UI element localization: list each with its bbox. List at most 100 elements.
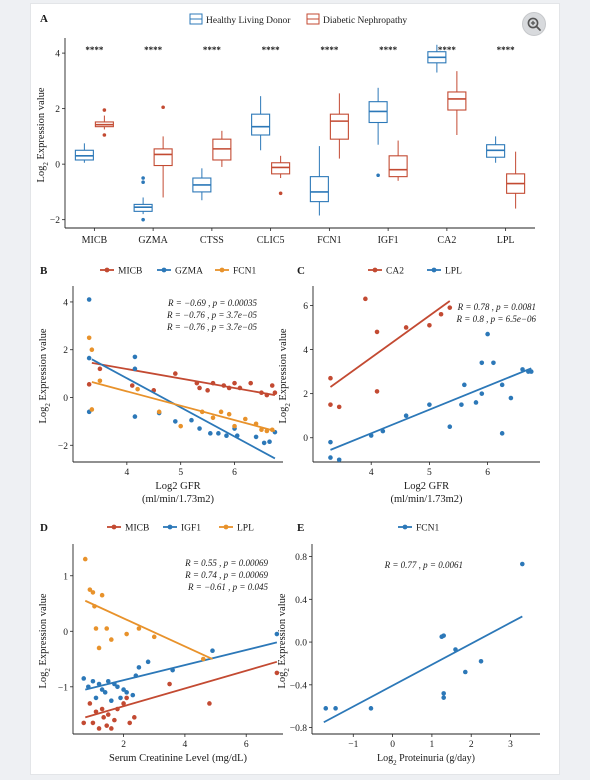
outlier-point	[278, 191, 283, 196]
series-fcn1	[323, 561, 525, 724]
data-point	[441, 691, 446, 696]
y-axis-label-main: Log	[38, 671, 49, 689]
data-point	[118, 695, 123, 701]
data-point	[374, 329, 380, 335]
y-axis-label-sub: 2	[284, 403, 292, 407]
box-healthy-living-donor	[251, 96, 271, 151]
legend-item: FCN1	[215, 267, 256, 277]
data-point	[210, 648, 215, 654]
data-point	[129, 383, 135, 388]
legend-swatch-dot	[161, 267, 167, 273]
significance-mark: ****	[438, 45, 457, 55]
panel-label: D	[40, 522, 48, 534]
category-label: FCN1	[317, 235, 341, 246]
outlier-point	[161, 105, 165, 110]
y-tick-label: 2	[55, 105, 60, 115]
regression-line	[85, 660, 278, 719]
data-point	[508, 395, 514, 401]
outlier-point	[141, 217, 145, 222]
data-point	[104, 626, 110, 631]
y-tick-label: 2	[63, 346, 68, 356]
series-micb	[86, 361, 278, 398]
legend-item: Diabetic Nephropathy	[306, 13, 407, 26]
x-tick-label: 4	[124, 468, 129, 478]
y-axis-label-sub: 2	[42, 162, 50, 166]
legend-label: FCN1	[233, 267, 256, 277]
regression-line	[323, 615, 523, 724]
data-point	[261, 440, 267, 446]
significance-mark: ****	[144, 45, 163, 55]
y-tick-label: 0.4	[295, 596, 307, 606]
category-label: CTSS	[200, 235, 224, 246]
x-tick-label: 5	[178, 468, 183, 478]
x-tick-label: 3	[508, 740, 513, 750]
data-point	[124, 631, 129, 637]
data-point	[189, 417, 194, 423]
significance-mark: ****	[320, 45, 339, 55]
data-point	[124, 695, 129, 701]
data-point	[82, 556, 88, 562]
y-axis-label: Log2 Expression value	[277, 593, 291, 688]
y-tick-label: 4	[55, 50, 60, 60]
y-axis-label-main: Log	[278, 406, 289, 424]
data-point	[328, 402, 333, 407]
data-point	[136, 626, 142, 631]
box-iqr	[251, 113, 271, 136]
stat-annotation: R = 0.77 , p = 0.0061	[384, 560, 463, 570]
data-point	[81, 720, 87, 726]
data-point	[208, 431, 213, 436]
data-point	[105, 678, 111, 684]
data-point	[403, 325, 409, 330]
data-point	[274, 670, 280, 676]
y-axis-label-main: Log	[38, 406, 49, 424]
data-point	[173, 371, 178, 376]
legend-item: LPL	[427, 267, 462, 277]
x-tick-label: 1	[430, 740, 435, 750]
regression-line	[330, 367, 532, 451]
category-label: CLIC5	[257, 235, 285, 246]
significance-mark: ****	[85, 45, 104, 55]
data-point	[109, 637, 114, 642]
data-point	[197, 385, 202, 391]
data-point	[224, 433, 229, 439]
data-point	[479, 360, 485, 366]
y-axis-label-rest: Expression value	[38, 593, 49, 668]
zoom-button[interactable]	[522, 12, 546, 36]
outlier-point	[376, 173, 380, 178]
outlier-point	[102, 108, 107, 112]
regression-line	[91, 381, 276, 432]
y-tick-label: −0.8	[290, 724, 307, 734]
y-tick-label: −2	[58, 442, 68, 452]
data-point	[81, 676, 87, 681]
x-tick-label: 5	[427, 468, 432, 478]
data-point	[485, 331, 490, 337]
regression-line	[329, 300, 451, 388]
x-tick-label: 0	[390, 740, 395, 750]
x-tick-label: 2	[121, 740, 126, 750]
data-point	[145, 659, 151, 665]
data-point	[403, 413, 409, 418]
y-tick-label: 0.8	[295, 553, 307, 563]
data-point	[124, 690, 129, 695]
data-point	[105, 712, 111, 717]
y-tick-label: 4	[63, 298, 68, 308]
box-diabetic-nephropathy	[153, 105, 173, 198]
x-axis-label-sub: 2	[393, 759, 397, 767]
zoom-in-icon	[527, 17, 541, 31]
legend-item: MICB	[107, 524, 149, 534]
x-tick-label: 6	[244, 740, 249, 750]
data-point	[90, 720, 96, 726]
y-axis-label-main: Log	[277, 671, 288, 689]
legend-label: MICB	[125, 524, 149, 534]
data-point	[86, 382, 92, 387]
data-point	[178, 423, 183, 429]
x-axis-label: Log2 Proteinuria (g/day)	[377, 753, 475, 767]
box-healthy-living-donor	[427, 44, 447, 73]
series-micb	[81, 660, 280, 731]
data-point	[363, 296, 368, 302]
data-point	[99, 706, 105, 712]
y-axis-label-sub: 2	[44, 403, 52, 407]
x-tick-label: 6	[485, 468, 490, 478]
y-tick-label: −0.4	[290, 681, 307, 691]
